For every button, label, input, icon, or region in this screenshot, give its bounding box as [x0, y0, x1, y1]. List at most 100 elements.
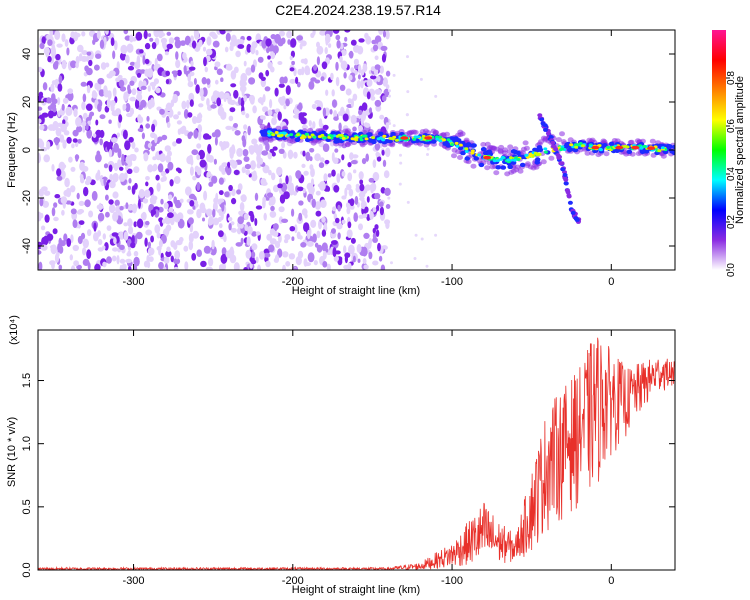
noise-speckle: [43, 47, 51, 56]
noise-speckle: [38, 261, 43, 270]
noise-speckle: [108, 164, 113, 172]
noise-speckle: [192, 205, 196, 210]
noise-speckle: [265, 38, 272, 47]
noise-speckle: [238, 96, 242, 106]
noise-speckle: [229, 254, 237, 264]
noise-speckle: [127, 185, 131, 191]
noise-speckle: [96, 30, 101, 39]
noise-speckle: [52, 43, 56, 54]
noise-speckle: [388, 89, 391, 93]
noise-speckle: [119, 264, 123, 270]
noise-speckle: [158, 261, 164, 270]
signal-core: [378, 136, 383, 140]
noise-speckle: [369, 211, 374, 220]
signal-band: [471, 143, 477, 148]
noise-speckle: [352, 255, 356, 263]
signal-core: [455, 144, 460, 148]
noise-speckle: [70, 234, 74, 243]
noise-speckle: [111, 232, 119, 237]
noise-speckle: [266, 233, 273, 241]
noise-speckle: [225, 166, 229, 173]
noise-speckle: [187, 73, 191, 83]
signal-core: [657, 149, 662, 153]
noise-speckle: [357, 258, 361, 263]
noise-speckle: [324, 47, 328, 55]
noise-speckle: [165, 154, 172, 163]
noise-speckle: [211, 132, 217, 138]
noise-speckle: [81, 31, 86, 37]
noise-speckle: [321, 229, 327, 237]
noise-speckle: [364, 206, 369, 213]
noise-speckle: [344, 30, 351, 33]
signal-halo: [586, 137, 593, 143]
noise-speckle: [110, 37, 115, 47]
noise-speckle: [376, 75, 381, 83]
noise-speckle: [366, 78, 373, 87]
noise-speckle: [53, 216, 59, 222]
signal-core: [446, 138, 451, 142]
noise-speckle: [196, 208, 202, 219]
noise-speckle: [385, 70, 391, 77]
noise-speckle: [169, 179, 174, 187]
noise-speckle: [188, 240, 194, 251]
noise-speckle: [383, 170, 390, 179]
noise-speckle: [175, 51, 179, 60]
noise-speckle: [230, 83, 237, 88]
noise-speckle: [374, 64, 381, 70]
noise-speckle: [97, 212, 105, 222]
noise-speckle: [372, 207, 377, 213]
noise-speckle: [357, 74, 361, 80]
noise-speckle: [309, 148, 315, 153]
noise-speckle: [49, 260, 56, 266]
noise-speckle: [246, 43, 252, 53]
noise-speckle: [246, 35, 252, 41]
signal-band: [486, 150, 493, 156]
noise-speckle: [80, 232, 86, 240]
noise-speckle: [122, 129, 128, 140]
noise-speckle: [336, 40, 341, 49]
noise-speckle: [291, 208, 295, 217]
noise-speckle: [113, 142, 119, 153]
noise-speckle: [189, 99, 194, 107]
signal-core: [296, 133, 300, 137]
noise-speckle: [167, 150, 172, 157]
noise-speckle: [127, 218, 133, 228]
signal-core: [470, 149, 475, 153]
signal-core: [341, 136, 346, 140]
noise-speckle: [261, 150, 269, 156]
noise-speckle: [243, 95, 247, 102]
noise-speckle: [173, 242, 178, 250]
noise-speckle: [243, 267, 248, 270]
noise-speckle: [208, 216, 215, 226]
noise-speckle: [119, 205, 124, 211]
colorbar-tick-label: 0.6: [726, 119, 737, 133]
noise-speckle: [47, 39, 53, 46]
noise-speckle: [128, 178, 132, 184]
noise-speckle: [156, 182, 161, 192]
noise-speckle: [206, 36, 212, 46]
noise-speckle: [325, 33, 331, 39]
noise-speckle: [185, 186, 192, 196]
signal-core: [271, 133, 276, 137]
spectrogram-marks: [38, 30, 675, 270]
noise-speckle: [349, 152, 354, 161]
noise-speckle: [75, 154, 79, 162]
noise-speckle: [311, 198, 316, 208]
noise-speckle: [218, 165, 225, 172]
noise-speckle: [236, 189, 242, 195]
snr-scale-label: (x10⁴): [8, 315, 20, 345]
noise-speckle: [165, 102, 173, 112]
noise-speckle: [319, 30, 327, 36]
noise-speckle: [85, 123, 89, 131]
noise-speckle: [289, 67, 295, 72]
noise-speckle: [372, 232, 377, 240]
noise-speckle: [40, 212, 44, 219]
noise-speckle: [419, 77, 423, 81]
noise-speckle: [170, 216, 175, 226]
noise-speckle: [183, 245, 189, 252]
noise-speckle: [94, 64, 100, 71]
noise-speckle: [405, 113, 409, 117]
noise-speckle: [82, 247, 87, 256]
signal-core: [543, 147, 548, 151]
signal-core: [317, 135, 322, 139]
